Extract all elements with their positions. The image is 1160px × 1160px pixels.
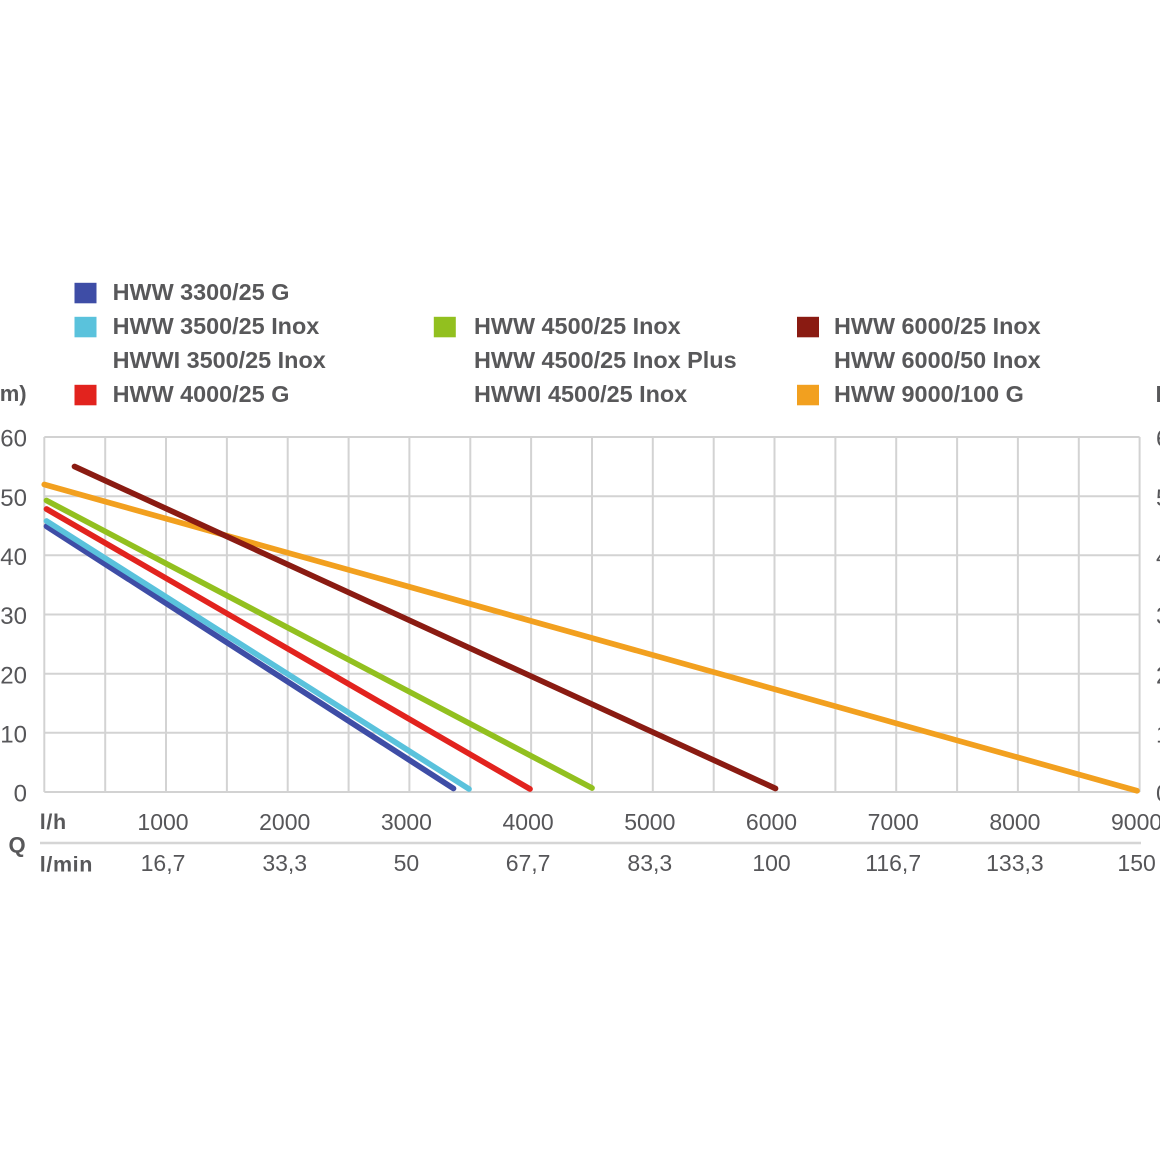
svg-text:1000: 1000	[137, 809, 188, 835]
svg-text:l/min: l/min	[40, 853, 93, 877]
svg-text:4000: 4000	[503, 809, 554, 835]
svg-text:7000: 7000	[868, 809, 919, 835]
svg-text:40: 40	[0, 544, 27, 571]
svg-text:10: 10	[0, 722, 27, 749]
svg-text:40: 40	[1156, 544, 1160, 571]
svg-text:50: 50	[0, 485, 27, 512]
svg-text:33,3: 33,3	[262, 850, 307, 876]
svg-text:HWW 4500/25 Inox: HWW 4500/25 Inox	[474, 313, 681, 339]
svg-text:20: 20	[0, 662, 27, 689]
svg-text:HWW 4000/25 G: HWW 4000/25 G	[113, 381, 290, 407]
svg-text:100: 100	[752, 850, 790, 876]
svg-text:10: 10	[1156, 722, 1160, 749]
svg-text:50: 50	[1156, 485, 1160, 512]
svg-text:30: 30	[1156, 603, 1160, 630]
svg-text:Q: Q	[9, 833, 26, 858]
svg-text:133,3: 133,3	[986, 850, 1044, 876]
svg-text:HWW 4500/25 Inox Plus: HWW 4500/25 Inox Plus	[474, 347, 737, 373]
svg-text:HWWI 3500/25 Inox: HWWI 3500/25 Inox	[113, 347, 326, 373]
svg-text:6000: 6000	[746, 809, 797, 835]
svg-text:16,7: 16,7	[141, 850, 186, 876]
svg-text:0: 0	[14, 781, 27, 808]
svg-text:60: 60	[0, 426, 27, 453]
svg-text:2000: 2000	[259, 809, 310, 835]
svg-text:l/h: l/h	[40, 810, 67, 834]
svg-text:116,7: 116,7	[865, 850, 921, 876]
svg-text:83,3: 83,3	[627, 850, 672, 876]
svg-text:HWW 6000/50 Inox: HWW 6000/50 Inox	[834, 347, 1041, 373]
svg-text:67,7: 67,7	[506, 850, 551, 876]
svg-text:HWW 3500/25 Inox: HWW 3500/25 Inox	[113, 313, 320, 339]
svg-text:HWWI 4500/25 Inox: HWWI 4500/25 Inox	[474, 381, 687, 407]
svg-text:0: 0	[1156, 781, 1160, 808]
svg-text:8000: 8000	[989, 809, 1040, 835]
svg-text:60: 60	[1156, 426, 1160, 453]
svg-text:HWW 6000/25 Inox: HWW 6000/25 Inox	[834, 313, 1041, 339]
svg-text:150: 150	[1117, 850, 1155, 876]
svg-text:50: 50	[394, 850, 420, 876]
svg-text:(m): (m)	[0, 381, 27, 406]
svg-text:20: 20	[1156, 662, 1160, 689]
svg-text:3000: 3000	[381, 809, 432, 835]
svg-text:9000: 9000	[1111, 809, 1160, 835]
svg-text:HWW 3300/25 G: HWW 3300/25 G	[113, 279, 290, 305]
svg-text:30: 30	[0, 603, 27, 630]
svg-text:H: H	[1156, 381, 1160, 407]
svg-text:5000: 5000	[624, 809, 675, 835]
svg-text:HWW 9000/100 G: HWW 9000/100 G	[834, 381, 1024, 407]
